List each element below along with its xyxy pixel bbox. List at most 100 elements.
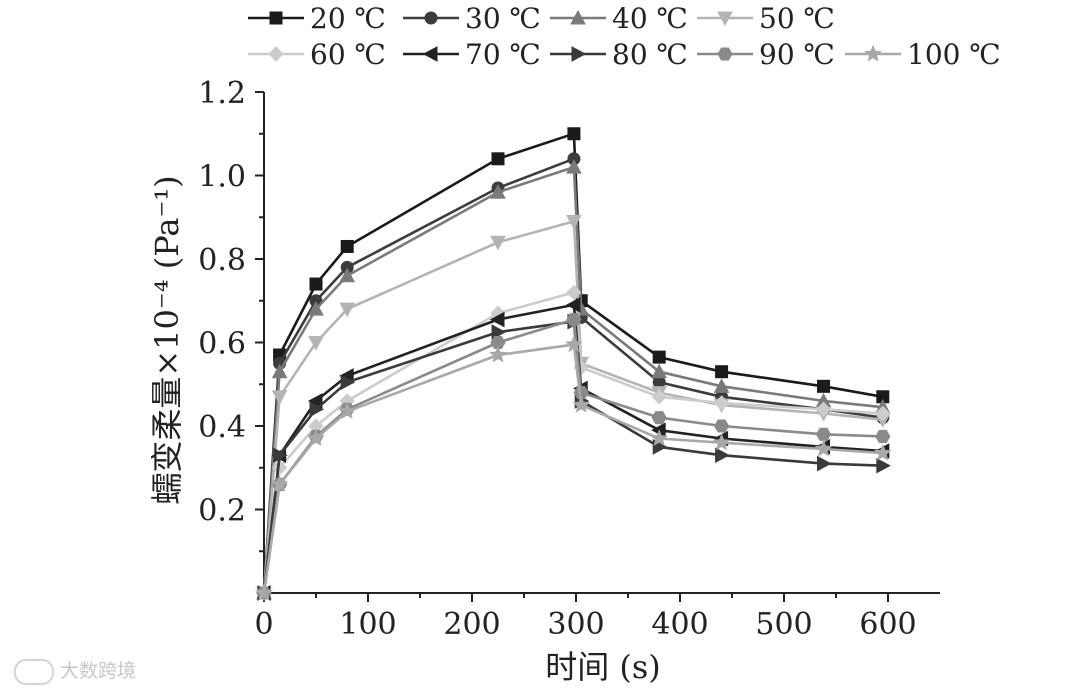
star-marker [338, 402, 357, 419]
watermark-text: 大数跨境 [60, 660, 137, 682]
square-marker [340, 239, 354, 253]
legend-label: 20 ℃ [310, 2, 386, 35]
watermark-logo-icon [14, 658, 54, 685]
triangle-left-marker [307, 393, 323, 409]
legend-label: 70 ℃ [465, 38, 541, 71]
triangle-up-marker [570, 9, 586, 25]
triangle-left-marker [422, 46, 438, 62]
diamond-marker [268, 46, 284, 62]
x-tick-label: 200 [443, 607, 500, 642]
series-5 [256, 284, 891, 601]
axes: 0 100 200 300 400 500 600 0.2 0.4 0.6 0.8 1.0 1.2 [198, 76, 940, 642]
legend-item: 100 ℃ [845, 38, 1001, 71]
legend-label: 100 ℃ [907, 38, 1001, 71]
triangle-up-marker [566, 159, 582, 174]
square-marker [715, 365, 729, 379]
diamond-marker [651, 389, 667, 405]
star-marker [814, 439, 833, 457]
y-tick-label: 0.8 [198, 243, 246, 278]
y-axis-title: 蠕变柔量×10⁻⁴ (Pa⁻¹) [148, 175, 186, 504]
square-marker [491, 152, 505, 166]
series-line [262, 132, 884, 594]
legend-label: 80 ℃ [612, 38, 688, 71]
triangle-down-marker [271, 390, 288, 405]
series-line [262, 320, 883, 594]
x-tick-label: 100 [339, 607, 396, 642]
triangle-up-marker [271, 363, 288, 379]
legend-item: 40 ℃ [550, 2, 688, 35]
legend-label: 60 ℃ [310, 38, 386, 71]
star-marker [270, 475, 289, 492]
triangle-down-marker [717, 11, 733, 27]
triangle-right-marker [876, 457, 891, 474]
series-9 [255, 335, 892, 601]
triangle-up-marker [490, 184, 506, 199]
diamond-marker [815, 401, 832, 418]
x-tick-label: 600 [859, 607, 916, 642]
square-marker [309, 277, 323, 291]
triangle-right-marker [340, 374, 356, 390]
diamond-marker [271, 460, 288, 476]
star-marker [712, 433, 731, 451]
y-tick-label: 0.2 [198, 494, 246, 529]
triangle-down-marker [308, 336, 324, 351]
x-tick-label: 400 [651, 607, 708, 642]
triangle-right-marker [715, 447, 730, 464]
legend-label: 30 ℃ [465, 2, 541, 35]
triangle-right-marker [571, 46, 587, 62]
square-marker [567, 127, 581, 141]
triangle-left-marker [565, 297, 581, 313]
series-group [255, 127, 892, 602]
triangle-left-marker [489, 311, 505, 328]
star-marker [565, 335, 583, 353]
star-marker [255, 583, 273, 601]
legend-item: 30 ℃ [403, 2, 541, 35]
triangle-right-marker [273, 447, 288, 464]
hexagon-marker [717, 47, 733, 61]
square-marker [652, 350, 666, 364]
triangle-up-marker [651, 363, 668, 379]
watermark: 大数跨境 [14, 656, 136, 685]
y-tick-label: 0.6 [198, 327, 246, 362]
triangle-down-marker [566, 214, 582, 230]
legend-item: 70 ℃ [403, 38, 541, 71]
square-marker [269, 11, 283, 25]
x-tick-label: 500 [755, 607, 812, 642]
x-axis-title: 时间 (s) [545, 648, 661, 686]
hexagon-marker [714, 419, 730, 433]
legend-item: 50 ℃ [697, 2, 835, 35]
hexagon-marker [651, 411, 667, 425]
x-tick-label: 300 [547, 607, 604, 642]
star-marker [873, 443, 892, 461]
diamond-marker [875, 405, 891, 422]
triangle-right-marker [817, 455, 832, 472]
legend-label: 40 ℃ [612, 2, 688, 35]
legend: 20 ℃ 30 ℃ 40 ℃ 50 ℃ 60 ℃ 70 ℃ 80 ℃ 90 ℃ 100 ℃ [248, 2, 1001, 71]
series-1 [257, 127, 890, 600]
triangle-up-marker [713, 378, 730, 393]
series-line [262, 318, 883, 594]
star-marker [572, 395, 591, 413]
diamond-marker [713, 395, 730, 411]
legend-label: 90 ℃ [759, 38, 835, 71]
triangle-up-marker [308, 301, 324, 316]
y-tick-label: 0.4 [198, 410, 246, 445]
star-marker [489, 345, 507, 363]
legend-item: 80 ℃ [550, 38, 688, 71]
hexagon-marker [566, 312, 582, 327]
legend-label: 50 ℃ [759, 2, 835, 35]
series-8 [256, 312, 891, 600]
triangle-up-marker [339, 267, 356, 283]
diamond-marker [566, 284, 582, 301]
legend-item: 90 ℃ [697, 38, 835, 71]
square-marker [817, 379, 831, 393]
hexagon-marker [573, 386, 589, 400]
triangle-down-marker [490, 235, 506, 251]
y-tick-label: 1.2 [198, 76, 246, 111]
star-marker [650, 429, 669, 447]
star-marker [307, 429, 325, 447]
hexagon-marker [875, 429, 891, 443]
triangle-right-marker [309, 401, 325, 418]
circle-marker [424, 11, 438, 25]
